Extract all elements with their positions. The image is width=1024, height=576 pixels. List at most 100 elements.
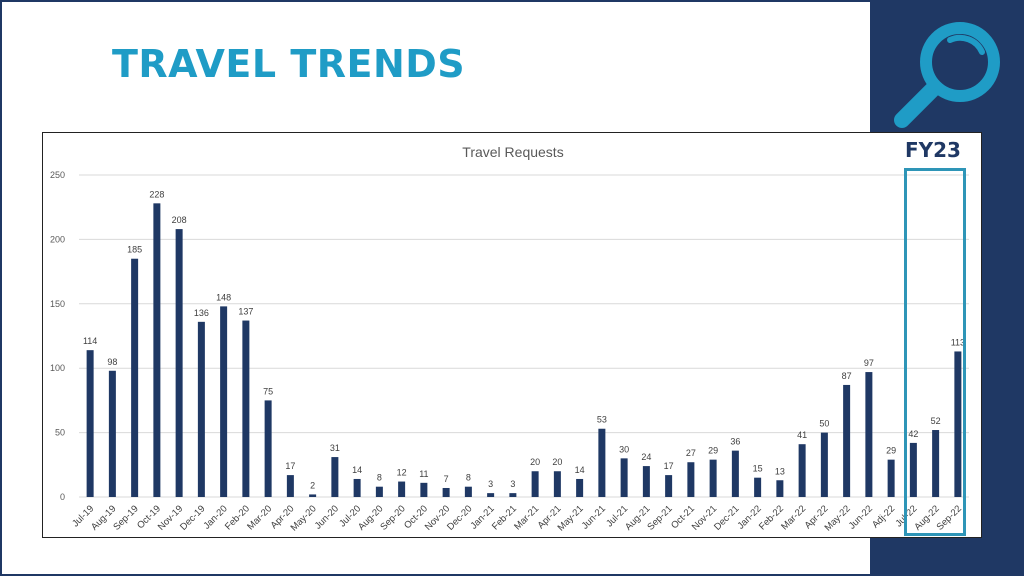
fy23-highlight-box (904, 168, 966, 536)
x-tick-label: Jun-20 (313, 503, 341, 531)
data-label: 24 (641, 452, 651, 462)
page-title: TRAVEL TRENDS (112, 42, 466, 86)
bar-may-20 (309, 494, 317, 497)
data-label: 30 (619, 444, 629, 454)
data-label: 3 (488, 479, 493, 489)
data-label: 8 (377, 473, 382, 483)
data-label: 53 (597, 415, 607, 425)
data-label: 114 (83, 336, 97, 346)
x-tick-label: Dec-20 (445, 503, 474, 532)
bar-aug-21 (642, 466, 650, 497)
x-tick-layer: Jul-19Aug-19Sep-19Oct-19Nov-19Dec-19Jan-… (70, 503, 964, 533)
bar-feb-21 (509, 493, 517, 497)
bar-sep-19 (131, 258, 139, 497)
grid-layer: 0 50 100 150 200 250 (50, 170, 969, 502)
bar-nov-21 (709, 459, 717, 497)
bar-mar-20 (264, 400, 272, 497)
data-label: 3 (510, 479, 515, 489)
data-label: 52 (931, 416, 941, 426)
data-label: 185 (127, 245, 142, 255)
bar-feb-20 (242, 320, 250, 497)
data-label: 29 (708, 446, 718, 456)
data-label: 2 (310, 480, 315, 490)
travel-requests-chart: Travel Requests 0 50 100 150 200 250 114 98 185… (50, 144, 969, 534)
bar-oct-19 (153, 203, 161, 497)
bar-oct-21 (687, 462, 695, 497)
bar-dec-19 (197, 321, 205, 497)
data-label: 14 (575, 465, 585, 475)
bar-apr-21 (553, 471, 561, 497)
data-label: 228 (149, 189, 164, 199)
y-tick-label: 100 (50, 363, 65, 373)
data-label: 36 (730, 437, 740, 447)
data-label: 113 (951, 337, 965, 347)
bar-oct-20 (420, 482, 428, 497)
bar-jan-21 (487, 493, 495, 497)
x-tick-label: Jun-22 (847, 503, 875, 531)
data-label: 15 (753, 464, 763, 474)
x-tick-label: Adj-22 (870, 503, 897, 530)
x-tick-label: Mar-21 (512, 503, 541, 532)
y-tick-label: 250 (50, 170, 65, 180)
data-label: 98 (107, 357, 117, 367)
bar-jan-22 (754, 477, 762, 497)
data-label: 29 (886, 446, 896, 456)
bar-dec-20 (464, 486, 472, 497)
chart-title: Travel Requests (462, 144, 563, 160)
x-tick-label: Mar-22 (779, 503, 808, 532)
x-tick-label: Sep-21 (645, 503, 674, 532)
x-tick-label: Jun-21 (580, 503, 608, 531)
bar-jul-22 (909, 442, 917, 497)
bar-may-22 (843, 384, 851, 497)
bar-sep-20 (398, 481, 406, 497)
data-label: 50 (819, 419, 829, 429)
data-label: 97 (864, 358, 874, 368)
x-tick-label: Dec-21 (712, 503, 741, 532)
bar-may-21 (576, 478, 584, 497)
data-label: 13 (775, 466, 785, 476)
x-tick-label: Dec-19 (178, 503, 207, 532)
data-label: 8 (466, 473, 471, 483)
data-label: 12 (397, 468, 407, 478)
magnifying-glass-icon (894, 22, 1000, 128)
data-label: 208 (172, 215, 187, 225)
bar-jun-21 (598, 428, 606, 497)
bar-feb-22 (776, 480, 784, 497)
bar-nov-19 (175, 229, 183, 497)
bar-apr-22 (820, 432, 828, 497)
bar-jan-20 (220, 306, 228, 497)
y-tick-label: 200 (50, 234, 65, 244)
bar-sep-22 (954, 351, 962, 497)
data-label: 148 (216, 292, 231, 302)
data-label: 17 (664, 461, 674, 471)
bar-dec-21 (731, 450, 739, 497)
bar-mar-21 (531, 471, 539, 497)
data-label: 17 (285, 461, 295, 471)
data-label: 75 (263, 386, 273, 396)
bar-layer (86, 203, 962, 497)
data-label: 136 (194, 308, 209, 318)
fy23-label: FY23 (905, 138, 961, 162)
x-tick-label: Mar-20 (245, 503, 274, 532)
y-tick-label: 150 (50, 299, 65, 309)
data-label: 42 (908, 429, 918, 439)
data-label: 41 (797, 430, 807, 440)
data-label: 20 (530, 457, 540, 467)
bar-jun-22 (865, 372, 873, 497)
x-tick-label: Sep-20 (378, 503, 407, 532)
bar-aug-22 (932, 430, 940, 497)
bar-aug-19 (108, 370, 116, 497)
bar-jun-20 (331, 457, 339, 497)
bar-jul-19 (86, 350, 94, 497)
y-tick-label: 0 (60, 492, 65, 502)
data-label: 87 (842, 371, 852, 381)
data-label: 31 (330, 443, 340, 453)
bar-aug-20 (375, 486, 383, 497)
data-label: 27 (686, 448, 696, 458)
bar-sep-21 (665, 475, 673, 497)
x-tick-label: Sep-19 (111, 503, 140, 532)
chart-container: Travel Requests 0 50 100 150 200 250 114 98 185… (42, 132, 982, 538)
bar-jul-21 (620, 458, 628, 497)
bar-apr-20 (286, 475, 294, 497)
